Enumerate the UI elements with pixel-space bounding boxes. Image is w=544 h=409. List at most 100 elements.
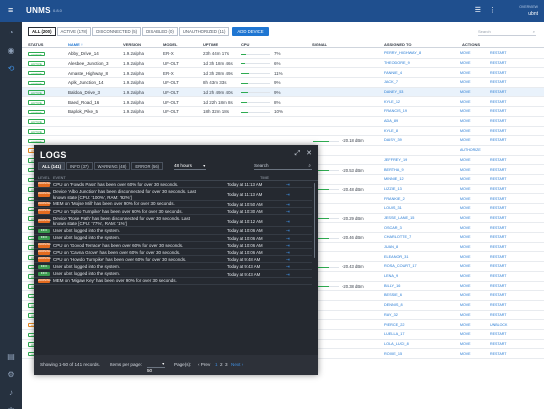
assigned-site-link[interactable]: DENNIS_8 <box>384 303 403 308</box>
restart-action-button[interactable]: RESTART <box>490 235 507 240</box>
move-action-button[interactable]: MOVE <box>460 157 471 162</box>
page-3-button[interactable]: 3 <box>225 362 228 367</box>
move-action-button[interactable]: MOVE <box>460 341 471 346</box>
assigned-site-link[interactable]: BERTHA_9 <box>384 167 404 172</box>
move-action-button[interactable]: MOVE <box>460 351 471 356</box>
logs-tab[interactable]: ALL (141) <box>38 162 66 170</box>
restart-action-button[interactable]: RESTART <box>490 80 507 85</box>
assigned-site-link[interactable]: KYLE_8 <box>384 128 398 133</box>
table-row[interactable]: ACTIVE Amaste_Highway_8 1.9.2alpha ER-X 1d 3… <box>22 68 544 79</box>
table-row[interactable]: ACTIVE Baed_Road_16 1.9.2alpha UF-OLT 1d 22h… <box>22 97 544 108</box>
col-status[interactable]: STATUS <box>28 42 44 47</box>
assigned-site-link[interactable]: LOUIS_31 <box>384 206 402 211</box>
log-goto-icon[interactable]: ⇥ <box>286 250 290 255</box>
log-row[interactable]: WARNING CPU on 'Howdo Turnpike' has been … <box>34 256 312 264</box>
assigned-site-link[interactable]: FRANCIS_19 <box>384 109 408 114</box>
table-row[interactable]: ACTIVE Baplok_Pike_5 1.9.2alpha UF-OLT 18h 3… <box>22 107 544 117</box>
assigned-site-link[interactable]: BILLY_16 <box>384 283 401 288</box>
restart-action-button[interactable]: RESTART <box>490 293 507 298</box>
dashboard-icon[interactable]: ◔ <box>8 28 14 37</box>
assigned-site-link[interactable]: LIZZIE_13 <box>384 186 402 191</box>
assigned-site-link[interactable]: KYLE_12 <box>384 99 401 104</box>
device-search-input[interactable]: Search ⌕ <box>478 28 536 36</box>
restart-action-button[interactable]: RESTART <box>490 99 507 104</box>
log-row[interactable]: WARNING Device 'Rose Path' has been disco… <box>34 215 312 228</box>
restart-action-button[interactable]: RESTART <box>490 206 507 211</box>
logs-tab[interactable]: WARNING (48) <box>93 162 131 170</box>
restart-action-button[interactable]: RESTART <box>490 341 507 346</box>
move-action-button[interactable]: MOVE <box>460 245 471 250</box>
restart-action-button[interactable]: RESTART <box>490 332 507 337</box>
restart-action-button[interactable]: RESTART <box>490 312 507 317</box>
col-signal[interactable]: SIGNAL <box>312 42 328 47</box>
user-menu[interactable]: OVERVIEW ubnt <box>519 4 538 18</box>
settings-gear-icon[interactable]: ✲ <box>6 406 16 409</box>
restart-action-button[interactable]: RESTART <box>490 60 507 65</box>
col-model[interactable]: MODEL <box>163 42 178 47</box>
settings-icon[interactable]: ⋮ <box>489 7 496 14</box>
log-row[interactable]: INFO User ubnt logged into the system. Tod… <box>34 263 312 271</box>
restart-action-button[interactable]: RESTART <box>490 254 507 259</box>
restart-action-button[interactable]: RESTART <box>490 274 507 279</box>
devices-icon[interactable]: ⟲ <box>7 64 15 73</box>
table-row[interactable]: ACTIVE Abby_Drive_14 1.9.2alpha ER-X 23h 44m… <box>22 49 544 59</box>
restart-action-button[interactable]: RESTART <box>490 225 507 230</box>
move-action-button[interactable]: MOVE <box>460 60 471 65</box>
log-goto-icon[interactable]: ⇥ <box>286 191 290 197</box>
logs-scrollbar[interactable] <box>313 183 315 258</box>
restart-action-button[interactable]: RESTART <box>490 215 507 220</box>
table-row[interactable]: ACTIVE ADA_89 MOVE RESTART <box>22 117 544 127</box>
logs-range-select[interactable]: 48 hours ▼ <box>174 162 206 170</box>
log-goto-icon[interactable]: ⇥ <box>286 257 290 263</box>
log-goto-icon[interactable]: ⇥ <box>286 182 290 188</box>
assigned-site-link[interactable]: DAISY_39 <box>384 138 402 143</box>
filter-tab[interactable]: DISABLED (0) <box>142 27 178 36</box>
log-goto-icon[interactable]: ⇥ <box>286 235 290 241</box>
move-action-button[interactable]: MOVE <box>460 225 471 230</box>
page-1-button[interactable]: 1 <box>215 362 218 367</box>
restart-action-button[interactable]: RESTART <box>490 70 507 75</box>
menu-icon[interactable]: ≡ <box>8 5 14 15</box>
move-action-button[interactable]: MOVE <box>460 177 471 182</box>
device-name-link[interactable]: Aplk_Junction_14 <box>68 80 104 86</box>
page-2-button[interactable]: 2 <box>220 362 223 367</box>
close-icon[interactable]: ✕ <box>306 150 312 157</box>
assigned-site-link[interactable]: ROXIE_15 <box>384 351 403 356</box>
assigned-site-link[interactable]: LUELLA_17 <box>384 332 405 337</box>
move-action-button[interactable]: MOVE <box>460 99 471 104</box>
assigned-site-link[interactable]: ELEANOR_31 <box>384 254 409 259</box>
move-action-button[interactable]: MOVE <box>460 70 471 75</box>
assigned-site-link[interactable]: LENA_9 <box>384 274 399 279</box>
restart-action-button[interactable]: RESTART <box>490 157 507 162</box>
logs-icon[interactable]: ▤ <box>7 352 15 361</box>
restart-action-button[interactable]: RESTART <box>490 186 507 191</box>
restart-action-button[interactable]: RESTART <box>490 90 507 95</box>
prev-page-button[interactable]: ‹ Prev <box>198 362 211 367</box>
move-action-button[interactable]: MOVE <box>460 274 471 279</box>
restart-action-button[interactable]: RESTART <box>490 303 507 308</box>
move-action-button[interactable]: MOVE <box>460 167 471 172</box>
move-action-button[interactable]: MOVE <box>460 119 471 124</box>
sites-icon[interactable]: ◉ <box>7 46 15 55</box>
assigned-site-link[interactable]: RAY_32 <box>384 312 398 317</box>
assigned-site-link[interactable]: MINNIE_12 <box>384 177 404 182</box>
assigned-site-link[interactable]: BESSIE_6 <box>384 293 402 298</box>
logs-col-time[interactable]: TIME <box>260 175 270 180</box>
move-action-button[interactable]: MOVE <box>460 128 471 133</box>
log-goto-icon[interactable]: ⇥ <box>286 218 290 224</box>
col-name[interactable]: NAME ↑ <box>68 42 83 47</box>
log-row[interactable]: WARNING Device 'Albo Junction' has been d… <box>34 188 312 201</box>
next-page-button[interactable]: Next › <box>231 362 244 367</box>
log-goto-icon[interactable]: ⇥ <box>286 264 290 270</box>
expand-icon[interactable]: ⤢ <box>294 150 301 157</box>
log-row[interactable]: INFO User ubnt logged into the system. Tod… <box>34 235 312 242</box>
app-brand[interactable]: UNMS <box>26 6 51 15</box>
move-action-button[interactable]: MOVE <box>460 283 471 288</box>
restart-action-button[interactable]: RESTART <box>490 196 507 201</box>
assigned-site-link[interactable]: CHARLOTTE_7 <box>384 235 412 240</box>
alerts-icon[interactable]: ♪ <box>9 388 13 397</box>
tools-icon[interactable]: ⚙ <box>7 370 15 379</box>
move-action-button[interactable]: MOVE <box>460 312 471 317</box>
log-goto-icon[interactable]: ⇥ <box>286 271 290 277</box>
log-row[interactable]: WARNING MEM on 'Migaw Key' has been over … <box>34 278 312 285</box>
